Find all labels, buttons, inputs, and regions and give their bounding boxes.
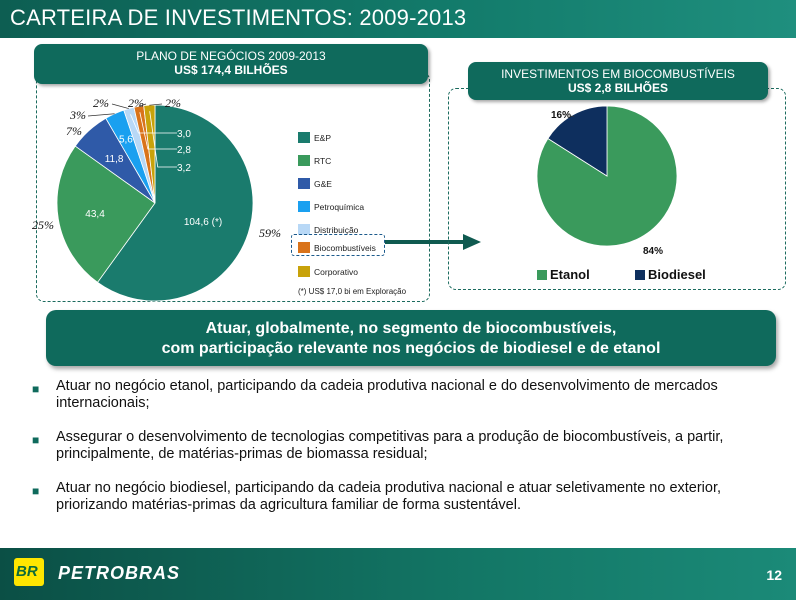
banner-line1: Atuar, globalmente, no segmento de bioco…: [205, 320, 617, 337]
legend-swatch: [298, 178, 310, 189]
bullet-item: ■ Atuar no negócio biodiesel, participan…: [26, 480, 766, 514]
percent-leader-line: [87, 113, 115, 117]
legend-label: RTC: [314, 156, 332, 166]
arrow-right-icon: [385, 234, 481, 250]
legend-swatch: [635, 270, 645, 280]
legend-label: Biocombustíveis: [314, 243, 376, 253]
square-bullet-icon: ■: [32, 382, 40, 396]
legend-swatch: [298, 224, 310, 235]
percent-label-etanol: 84%: [643, 246, 663, 257]
strategy-banner: Atuar, globalmente, no segmento de bioco…: [46, 310, 776, 366]
legend-swatch: [298, 266, 310, 277]
bullet-item: ■ Assegurar o desenvolvimento de tecnolo…: [26, 429, 766, 463]
bullet-list: ■ Atuar no negócio etanol, participando …: [26, 378, 766, 531]
bullet-text: Atuar no negócio biodiesel, participando…: [56, 480, 722, 513]
company-name: PETROBRAS: [58, 563, 181, 583]
percent-label-g-e: 7%: [66, 124, 82, 138]
bullet-item: ■ Atuar no negócio etanol, participando …: [26, 378, 766, 412]
percent-label-biocombustiveis: 2%: [128, 96, 144, 110]
legend-swatch: [298, 132, 310, 143]
legend-swatch: [298, 155, 310, 166]
biofuels-header-line2: US$ 2,8 BILHÕES: [567, 81, 669, 95]
business-plan-header-line2: US$ 174,4 BILHÕES: [174, 63, 288, 77]
leader-line: [130, 114, 177, 134]
business-plan-header-line1: PLANO DE NEGÓCIOS 2009-2013: [136, 49, 326, 63]
percent-leader-line: [111, 103, 129, 109]
value-label-rtc: 43,4: [85, 209, 105, 220]
value-label-petroquimica: 5,6: [119, 135, 133, 146]
slide-title: CARTEIRA DE INVESTIMENTOS: 2009-2013: [10, 5, 467, 30]
value-label-g-e: 11,8: [105, 154, 124, 165]
leader-line: [149, 111, 177, 168]
petrobras-logo-icon: BR: [14, 558, 44, 586]
biofuels-header: INVESTIMENTOS EM BIOCOMBUSTÍVEIS US$ 2,8…: [468, 62, 768, 100]
legend-swatch: [298, 242, 310, 253]
percent-leader-line: [149, 103, 163, 106]
percent-label-e-p: 59%: [259, 226, 281, 240]
exploration-footnote: (*) US$ 17,0 bi em Exploração: [298, 287, 407, 296]
percent-label-petroquimica: 3%: [69, 108, 86, 122]
pie-slice-rtc: [56, 145, 156, 283]
legend-swatch: [298, 201, 310, 212]
title-bar: CARTEIRA DE INVESTIMENTOS: 2009-2013: [0, 0, 796, 38]
page-number: 12: [766, 567, 782, 583]
percent-label-corporativo: 2%: [165, 96, 181, 110]
footer-bar: BR PETROBRAS 12: [0, 548, 796, 600]
legend-label: Distribuição: [314, 225, 359, 235]
legend-label: E&P: [314, 133, 332, 143]
legend-swatch: [537, 270, 547, 280]
legend-label: Etanol: [550, 267, 590, 282]
pie-slice-biodiesel: [547, 105, 608, 177]
percent-label-rtc: 25%: [32, 218, 54, 232]
bullet-text: Assegurar o desenvolvimento de tecnologi…: [56, 429, 724, 462]
legend-label: Petroquímica: [314, 202, 365, 212]
banner-line2: com participação relevante nos negócios …: [161, 340, 661, 357]
percent-label-biodiesel: 16%: [551, 110, 571, 121]
biocombustiveis-highlight-box: [291, 234, 385, 256]
value-label-biocombustiveis: 2,8: [177, 145, 191, 156]
bullet-text: Atuar no negócio etanol, participando da…: [56, 378, 718, 411]
leader-line: [139, 112, 177, 150]
logo-mark: BR: [16, 563, 38, 580]
legend-label: G&E: [314, 179, 332, 189]
legend-label: Biodiesel: [648, 267, 706, 282]
square-bullet-icon: ■: [32, 433, 40, 447]
pie-slice-e-p: [96, 104, 254, 302]
percent-label-distribuicao: 2%: [93, 96, 109, 110]
business-plan-header: PLANO DE NEGÓCIOS 2009-2013 US$ 174,4 BI…: [34, 44, 428, 84]
value-label-e-p: 104,6 (*): [184, 217, 222, 228]
legend-label: Corporativo: [314, 267, 358, 277]
square-bullet-icon: ■: [32, 484, 40, 498]
biofuels-header-line1: INVESTIMENTOS EM BIOCOMBUSTÍVEIS: [501, 67, 735, 81]
percent-leader-line: [138, 103, 147, 107]
value-label-corporativo: 3,2: [177, 163, 191, 174]
value-label-distribuicao: 3,0: [177, 129, 191, 140]
